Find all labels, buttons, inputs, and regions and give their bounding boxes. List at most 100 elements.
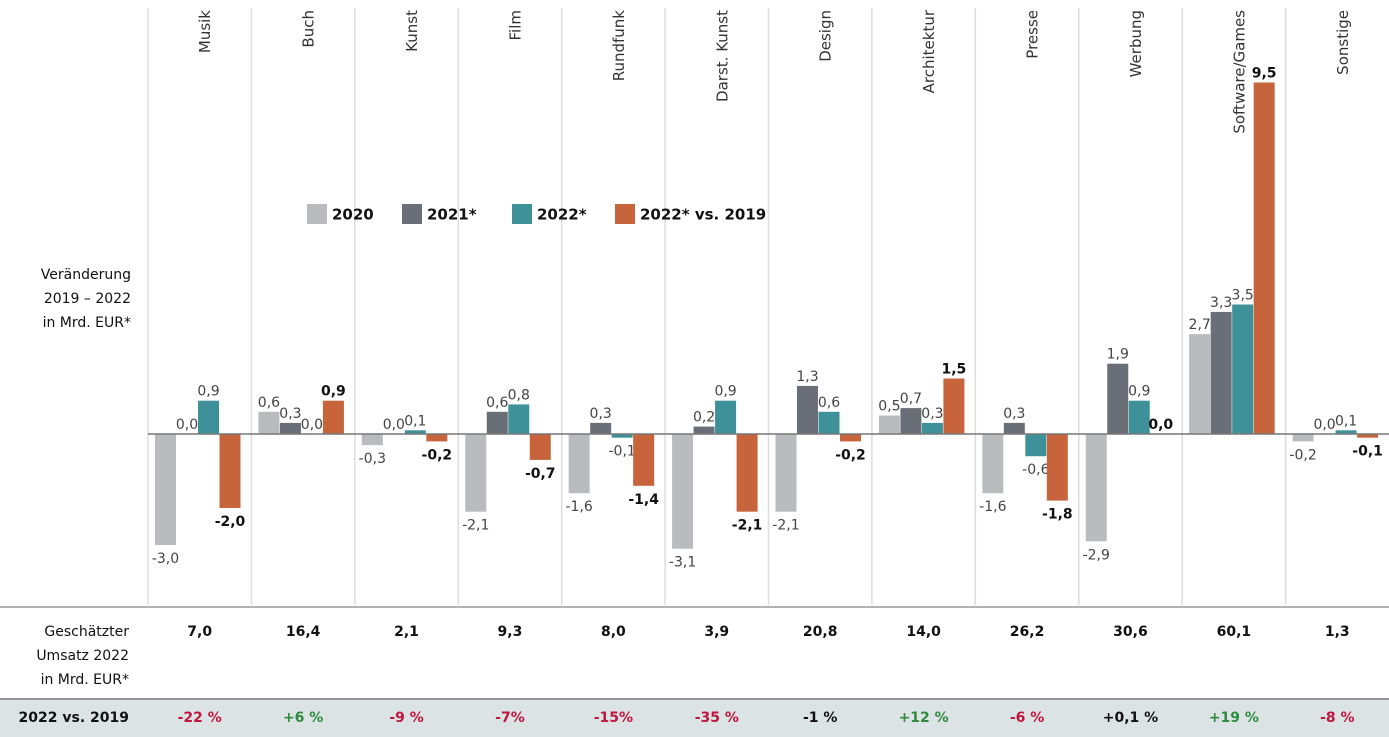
data-label: 0,6 [486,395,508,411]
row-label: 2022 vs. 2019 [19,710,129,726]
category-label: Film [506,10,524,40]
data-label: -0,6 [1022,462,1049,478]
data-label: -2,0 [215,514,246,530]
table-cell: -35 % [695,710,739,726]
table-cell: +0,1 % [1103,710,1158,726]
bar [155,434,176,545]
bar [840,434,861,442]
table-cell: 3,9 [704,624,729,640]
bar [900,408,922,434]
legend-swatch [307,204,327,224]
data-label: 0,3 [590,406,612,422]
data-label: -1,8 [1042,507,1073,523]
table-cell: -15% [594,710,633,726]
table-cell: +12 % [899,710,949,726]
bar [1025,434,1047,457]
bar [797,385,818,434]
bar [1085,434,1107,542]
row-label: Umsatz 2022 [36,648,129,664]
table-cell: 60,1 [1217,624,1252,640]
table-cell: 14,0 [906,624,941,640]
bar [258,411,280,434]
data-label: 0,2 [693,410,715,426]
legend-swatch [402,204,422,224]
bar [361,434,383,446]
legend-label: 2020 [332,206,374,224]
data-label: 0,9 [197,384,219,400]
table-row-background [0,699,1389,737]
bar [633,434,655,486]
table-cell: 16,4 [286,624,321,640]
data-label: 0,0 [301,417,323,433]
data-label: 0,3 [921,406,943,422]
data-label: 0,8 [508,387,530,403]
data-label: 0,1 [1335,413,1357,429]
legend-swatch [512,204,532,224]
data-label: -3,0 [152,551,179,567]
data-label: 0,9 [1128,384,1150,400]
category-label: Kunst [403,10,421,52]
row-label: Geschätzter [44,624,129,640]
table-cell: -1 % [803,710,837,726]
data-label: -0,2 [422,447,453,463]
table-cell: -22 % [178,710,222,726]
data-label: 1,3 [796,369,818,385]
data-label: -1,6 [566,499,593,515]
data-label: 0,3 [279,406,301,422]
bar [1210,311,1232,434]
bar [1189,334,1211,434]
data-label: -3,1 [669,555,696,571]
data-label: -0,7 [525,466,556,482]
bar [943,378,965,434]
data-label: -0,1 [1352,444,1383,460]
category-label: Presse [1024,10,1042,59]
table-cell: 9,3 [498,624,523,640]
bar [1253,82,1275,434]
bar [818,411,840,434]
bar [611,434,633,438]
bar [736,434,758,512]
legend-label: 2022* [537,206,587,224]
bar [921,422,943,434]
bar [568,434,590,494]
bar [1046,434,1068,501]
table-cell: 1,3 [1325,624,1350,640]
y-axis-label: in Mrd. EUR* [43,315,131,331]
data-label: -0,1 [609,444,636,460]
data-label: -0,3 [359,451,386,467]
legend-label: 2021* [427,206,477,224]
bar [1335,430,1357,434]
category-label: Rundfunk [610,10,628,82]
table-cell: 26,2 [1010,624,1045,640]
bar [715,400,737,434]
data-label: 0,3 [1003,406,1025,422]
category-label: Design [817,10,835,62]
category-label: Architektur [920,9,938,93]
table-cell: 8,0 [601,624,626,640]
table-cell: 20,8 [803,624,838,640]
bar [198,400,219,434]
data-label: 0,9 [714,384,736,400]
category-label: Werbung [1127,10,1145,77]
bar [693,426,715,434]
bar [1357,434,1379,438]
data-label: 9,5 [1252,66,1277,82]
data-label: 0,0 [383,417,405,433]
data-label: -2,1 [772,518,799,534]
data-label: 0,1 [404,413,426,429]
bar [404,430,426,434]
table-cell: 7,0 [187,624,212,640]
table-cell: 30,6 [1113,624,1148,640]
data-label: 0,0 [1313,417,1335,433]
data-label: 0,9 [321,384,346,400]
data-label: 0,6 [818,395,840,411]
bar [672,434,694,549]
bar [1292,434,1314,442]
bar [878,415,900,434]
data-label: 1,5 [942,362,967,378]
bar [465,434,487,512]
data-label: 0,0 [176,417,198,433]
table-cell: -7% [495,710,525,726]
data-label: 3,3 [1210,295,1232,311]
